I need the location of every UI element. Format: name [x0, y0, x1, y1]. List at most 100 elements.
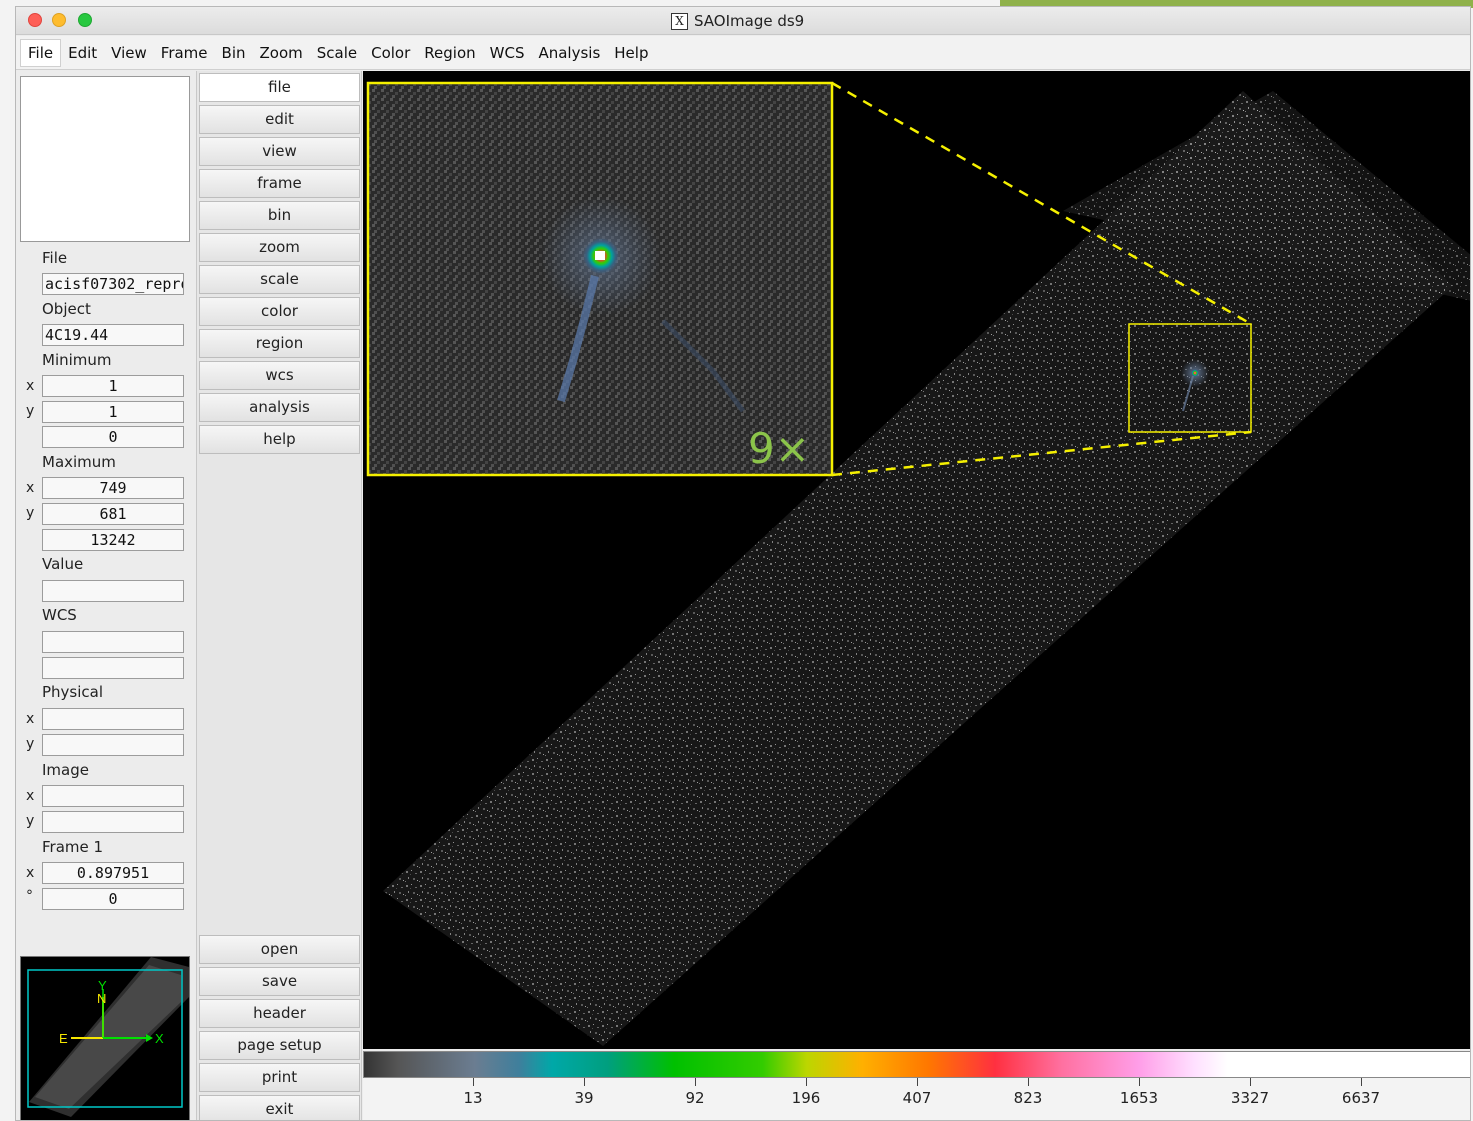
frame-zoom-field[interactable]: 0.897951: [42, 862, 184, 884]
button-file[interactable]: file: [199, 73, 360, 102]
button-view[interactable]: view: [199, 137, 360, 166]
zoom-inset[interactable]: 9×: [366, 81, 834, 477]
colorbar-tick-label: 6637: [1341, 1089, 1381, 1107]
close-window-button[interactable]: [28, 13, 42, 27]
inset-source-peak: [595, 251, 605, 260]
min-x-axis-label: x: [26, 378, 35, 394]
min-x-field[interactable]: 1: [42, 375, 184, 397]
source-core: [1191, 369, 1199, 377]
ds9-window: X SAOImage ds9 File Edit View Frame Bin Zoom S…: [15, 6, 1471, 1121]
inset-zoom-label: 9×: [748, 424, 810, 473]
button-edit[interactable]: edit: [199, 105, 360, 134]
menu-frame[interactable]: Frame: [160, 43, 208, 62]
button-bar: file edit view frame bin zoom scale color region…: [196, 71, 362, 1120]
physical-x-axis-label: x: [26, 711, 35, 727]
compass-x-arrowhead: [146, 1034, 153, 1042]
menu-edit[interactable]: Edit: [68, 43, 98, 62]
wcs-field-1[interactable]: [42, 631, 184, 653]
button-page-setup[interactable]: page setup: [199, 1031, 360, 1060]
max-y-axis-label: y: [26, 505, 35, 521]
file-field[interactable]: acisf07302_repro: [42, 273, 184, 295]
button-scale[interactable]: scale: [199, 265, 360, 294]
button-open[interactable]: open: [199, 935, 360, 964]
colorbar-tick-mark: [806, 1078, 807, 1086]
menu-scale[interactable]: Scale: [316, 43, 358, 62]
physical-x-field[interactable]: [42, 708, 184, 730]
min-y-axis-label: y: [26, 403, 35, 419]
chip-data-field-upper: [1063, 91, 1470, 301]
panner-view[interactable]: Y N E X: [20, 956, 190, 1120]
image-y-field[interactable]: [42, 811, 184, 833]
inset-jet: [557, 275, 599, 403]
button-bin[interactable]: bin: [199, 201, 360, 230]
desktop-background: [1000, 0, 1473, 8]
file-label: File: [42, 249, 68, 267]
menu-region[interactable]: Region: [424, 43, 476, 62]
image-x-field[interactable]: [42, 785, 184, 807]
max-x-field[interactable]: 749: [42, 477, 184, 499]
physical-y-field[interactable]: [42, 734, 184, 756]
colorbar-tick-mark: [473, 1078, 474, 1086]
max-y-field[interactable]: 681: [42, 503, 184, 525]
maximum-label: Maximum: [42, 453, 116, 471]
panner-y-label: Y: [98, 978, 107, 993]
button-wcs[interactable]: wcs: [199, 361, 360, 390]
image-canvas[interactable]: 9×: [363, 71, 1471, 1049]
colorbar-tick-label: 196: [791, 1089, 821, 1107]
button-help[interactable]: help: [199, 425, 360, 454]
colorbar-tick-mark: [1139, 1078, 1140, 1086]
colorbar-tick-mark: [1250, 1078, 1251, 1086]
menu-bin[interactable]: Bin: [221, 43, 246, 62]
button-frame[interactable]: frame: [199, 169, 360, 198]
colorbar-tick-mark: [584, 1078, 585, 1086]
colorbar[interactable]: [363, 1051, 1470, 1078]
button-print[interactable]: print: [199, 1063, 360, 1092]
x11-icon: X: [671, 12, 688, 30]
max-x-axis-label: x: [26, 480, 35, 496]
colorbar-tick-label: 407: [902, 1089, 932, 1107]
button-color[interactable]: color: [199, 297, 360, 326]
maximize-window-button[interactable]: [78, 13, 92, 27]
value-label: Value: [42, 555, 84, 573]
panner-view-box[interactable]: [27, 969, 183, 1108]
max-value-field[interactable]: 13242: [42, 529, 184, 551]
image-label: Image: [42, 761, 89, 779]
value-field[interactable]: [42, 580, 184, 602]
panner-east-label: E: [59, 1031, 68, 1046]
wcs-field-2[interactable]: [42, 657, 184, 679]
window-title: SAOImage ds9: [694, 12, 805, 30]
menu-wcs[interactable]: WCS: [489, 43, 525, 62]
button-analysis[interactable]: analysis: [199, 393, 360, 422]
minimum-label: Minimum: [42, 351, 112, 369]
image-display[interactable]: 9×: [363, 71, 1471, 1049]
menu-file[interactable]: File: [20, 38, 62, 67]
panner-x-label: X: [155, 1031, 164, 1046]
button-zoom[interactable]: zoom: [199, 233, 360, 262]
menu-view[interactable]: View: [111, 43, 147, 62]
colorbar-tick-mark: [1361, 1078, 1362, 1086]
physical-label: Physical: [42, 683, 104, 701]
min-y-field[interactable]: 1: [42, 401, 184, 423]
min-value-field[interactable]: 0: [42, 426, 184, 448]
zoom-region-box[interactable]: [1128, 323, 1252, 433]
inset-connector-top: [831, 81, 1252, 326]
menu-zoom[interactable]: Zoom: [259, 43, 303, 62]
inset-connector-bottom: [831, 430, 1252, 477]
object-field[interactable]: 4C19.44: [42, 324, 184, 346]
minimize-window-button[interactable]: [52, 13, 66, 27]
button-save[interactable]: save: [199, 967, 360, 996]
frame-angle-field[interactable]: 0: [42, 888, 184, 910]
menu-analysis[interactable]: Analysis: [538, 43, 601, 62]
button-region[interactable]: region: [199, 329, 360, 358]
colorbar-ticks: 13 39 92 196 407 823 1653 3327 6637: [363, 1078, 1470, 1120]
title-bar[interactable]: X SAOImage ds9: [16, 7, 1470, 35]
menu-help[interactable]: Help: [614, 43, 649, 62]
panner-graphic: Y N E X: [27, 957, 189, 1117]
chip-data-field: [383, 91, 1453, 1046]
button-exit[interactable]: exit: [199, 1095, 360, 1120]
object-label: Object: [42, 300, 91, 318]
button-header[interactable]: header: [199, 999, 360, 1028]
frame-label: Frame 1: [42, 838, 104, 856]
inset-border: [366, 81, 834, 477]
menu-color[interactable]: Color: [371, 43, 411, 62]
